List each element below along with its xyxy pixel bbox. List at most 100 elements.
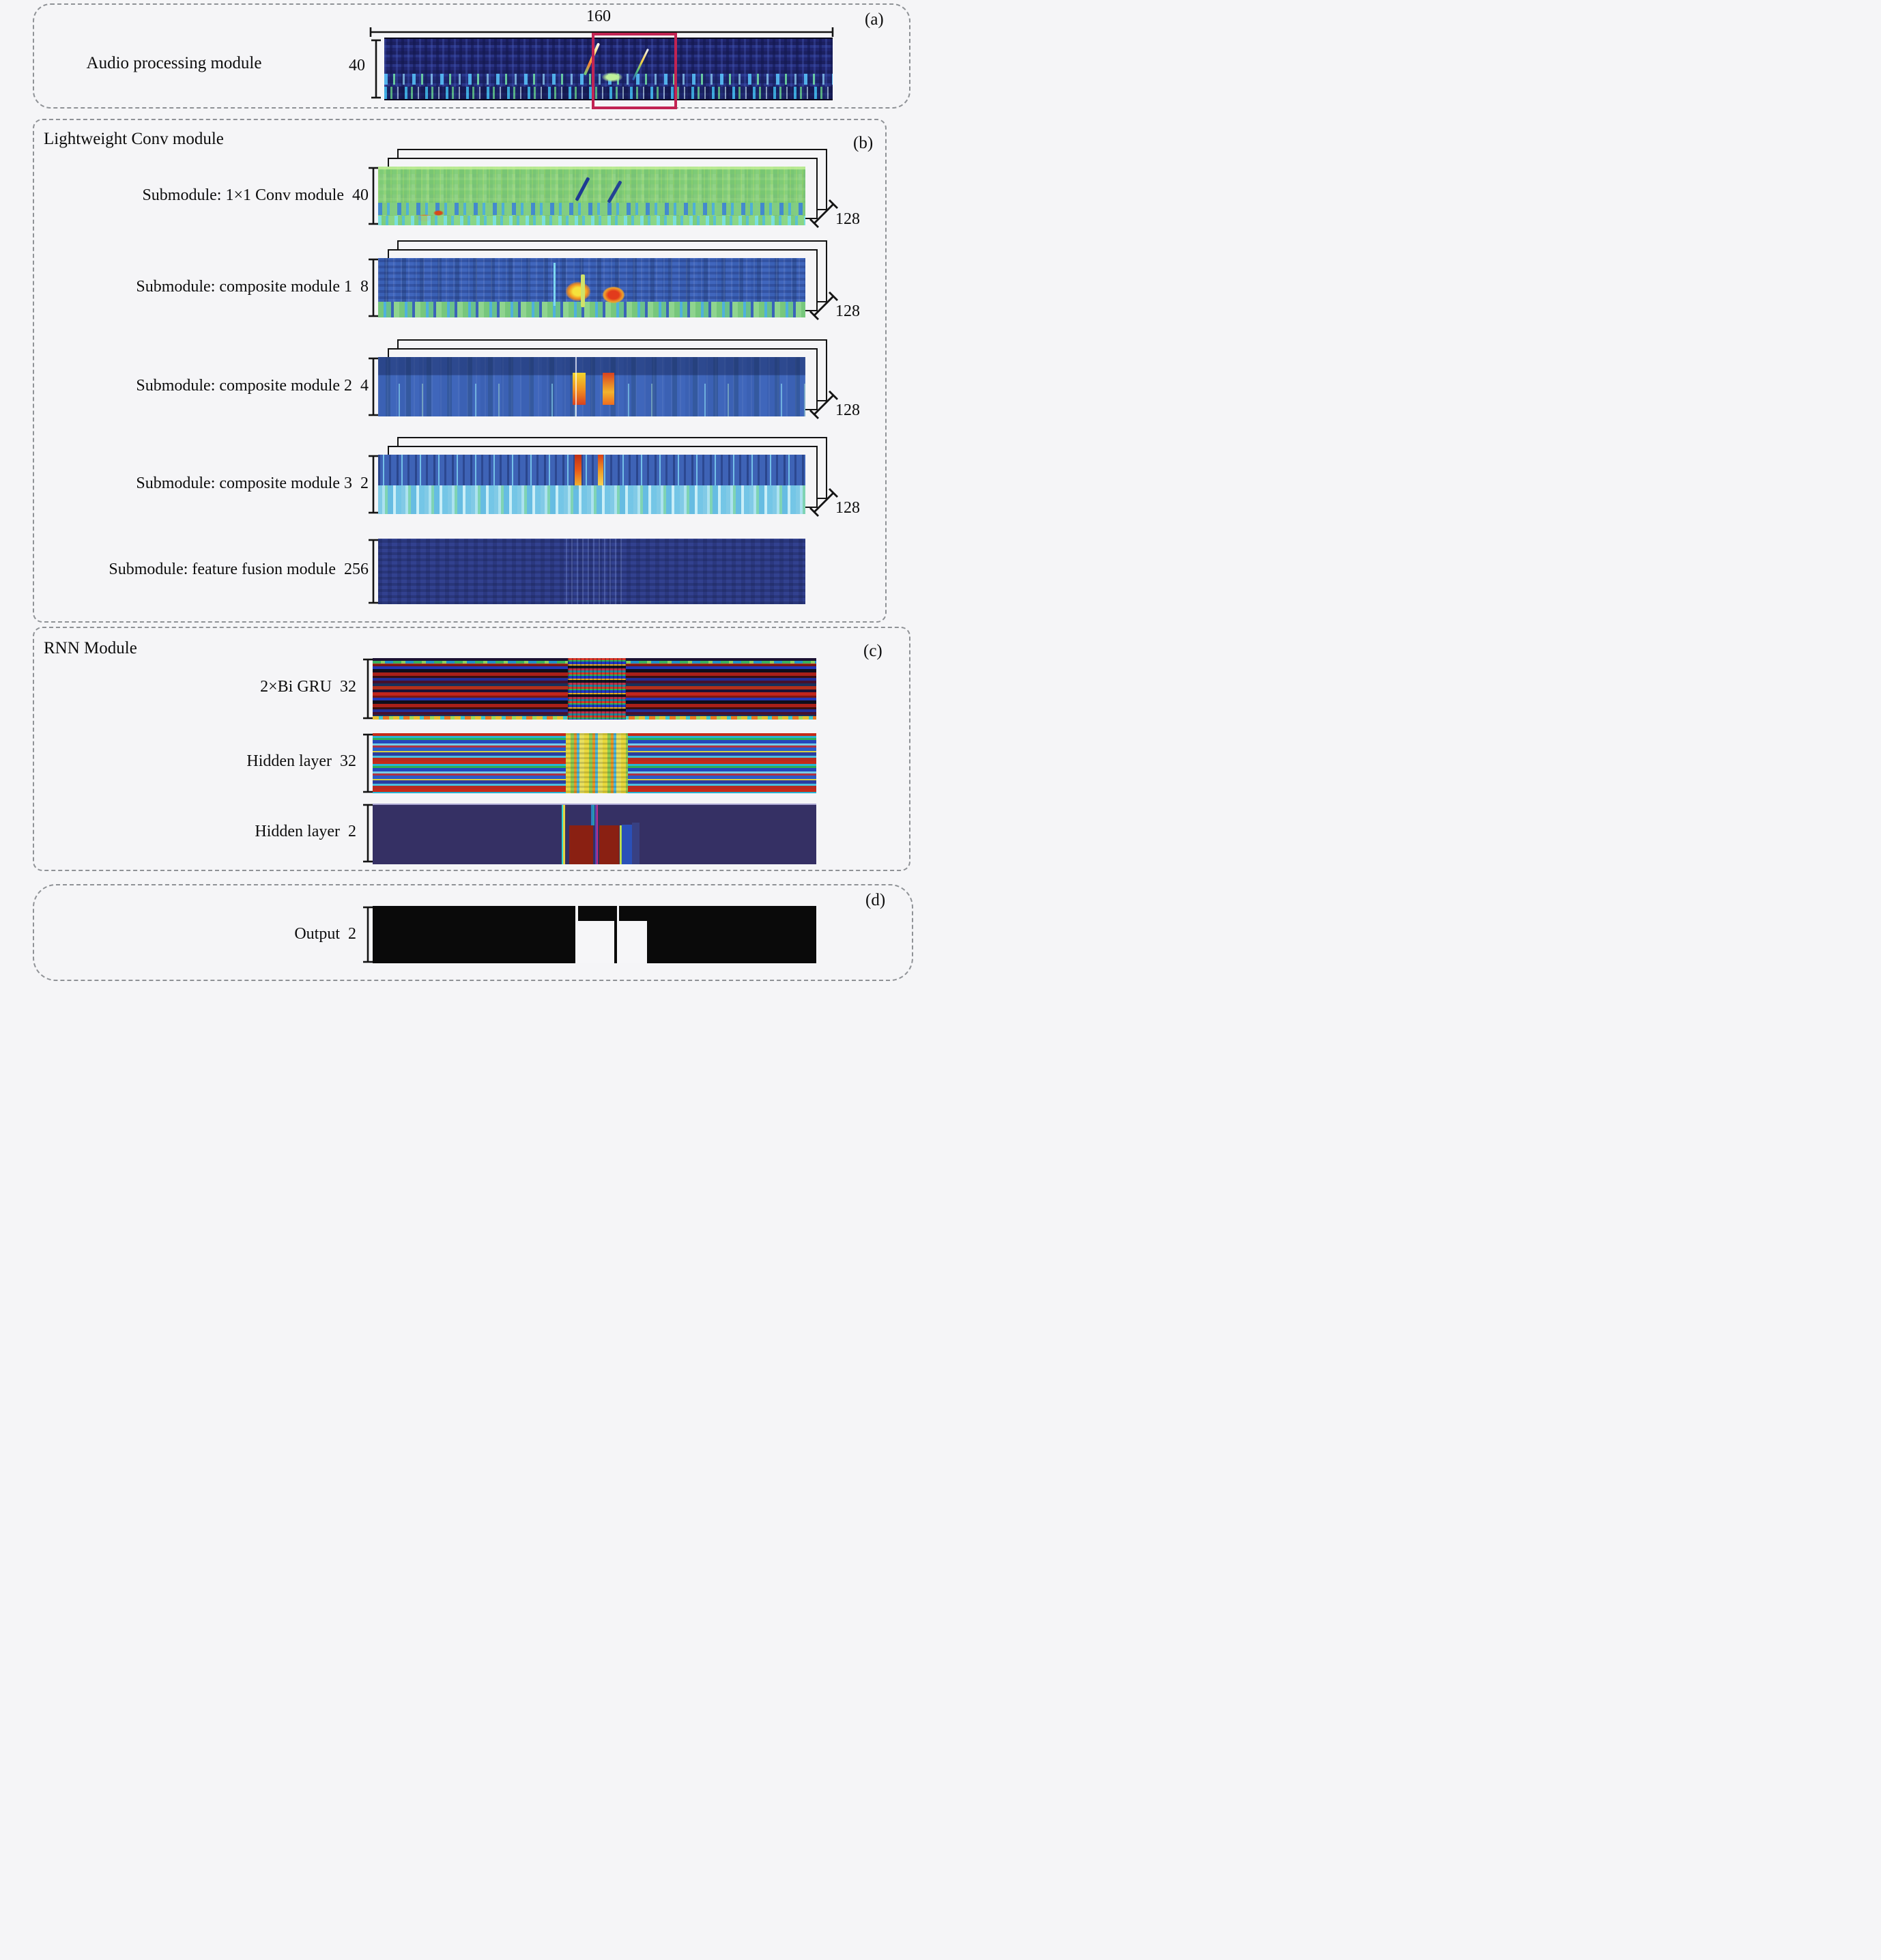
hot-column [574, 455, 581, 489]
hot-column [602, 372, 614, 406]
event-block [621, 824, 633, 864]
lightweight-conv-title: Lightweight Conv module [44, 130, 224, 148]
event-disruption-column [568, 658, 626, 720]
layer-label: Hidden layer [255, 823, 340, 840]
depth-128-label: 128 [835, 302, 860, 320]
panel-d-tag: (d) [865, 891, 886, 909]
height-bracket [363, 658, 373, 720]
composite2-feature-map [378, 357, 805, 416]
hot-spot [566, 281, 591, 301]
event-line [590, 805, 594, 826]
event-block [599, 825, 620, 864]
submodule-caption: Submodule: composite module 3 2 [34, 474, 369, 493]
event-disruption-column [565, 733, 628, 793]
height-bracket [369, 167, 378, 225]
submodule-label: Submodule: composite module 3 [136, 474, 352, 492]
output-divider-line [614, 906, 617, 963]
height-bracket [369, 455, 378, 514]
layer-caption: 2×Bi GRU 32 [34, 678, 356, 696]
output-event-region [619, 920, 647, 963]
hot-spot [433, 210, 444, 216]
panel-a-tag: (a) [865, 10, 884, 29]
event-highlight-box [592, 33, 677, 109]
layer-caption: Hidden layer 32 [34, 752, 356, 771]
architecture-figure: (a) Audio processing module 160 40 (b) L… [0, 0, 941, 984]
submodule-height: 40 [352, 186, 369, 204]
output-height: 2 [348, 925, 356, 943]
depth-tick [809, 488, 838, 517]
output-detection-strip [373, 906, 816, 963]
panel-c-tag: (c) [863, 642, 882, 660]
rnn-module-title: RNN Module [44, 639, 137, 657]
width-160-label: 160 [586, 8, 611, 25]
layer-height: 32 [340, 752, 356, 770]
output-label: Output [294, 925, 340, 943]
depth-tick [809, 199, 838, 228]
output-caption: Output 2 [34, 925, 356, 943]
depth-128-label: 128 [835, 401, 860, 419]
panel-b-tag: (b) [853, 134, 874, 152]
height-bracket [369, 539, 378, 604]
height-40-label: 40 [349, 57, 365, 74]
height-bracket [363, 733, 373, 793]
depth-tick [809, 292, 838, 320]
event-block [569, 825, 594, 864]
conv1x1-feature-map [378, 167, 805, 225]
event-block [632, 823, 640, 864]
submodule-label: Submodule: 1×1 Conv module [142, 186, 344, 204]
submodule-caption: Submodule: composite module 1 8 [34, 278, 369, 296]
layer-label: 2×Bi GRU [260, 678, 332, 696]
hot-spot [602, 286, 624, 303]
height-bracket [363, 906, 373, 963]
event-line [620, 825, 623, 864]
bright-line [575, 357, 577, 416]
submodule-caption: Submodule: composite module 2 4 [34, 377, 369, 395]
width-160-bracket [369, 27, 834, 37]
event-line [561, 805, 564, 864]
composite1-feature-map [378, 258, 805, 317]
submodule-caption: Submodule: feature fusion module 256 [34, 560, 369, 579]
spectrogram-energy-blob [601, 72, 622, 83]
submodule-label: Submodule: composite module 2 [136, 377, 352, 395]
input-spectrogram-heatmap [384, 38, 833, 100]
output-event-region [577, 920, 614, 963]
panel-output: (d) Output 2 [33, 884, 913, 981]
chirp-shadow-streak [575, 176, 590, 201]
submodule-caption: Submodule: 1×1 Conv module 40 [34, 186, 369, 205]
submodule-height: 2 [360, 474, 369, 492]
chirp-shadow-streak [607, 180, 622, 203]
layer-height: 32 [340, 678, 356, 696]
submodule-height: 256 [344, 560, 369, 578]
depth-128-label: 128 [835, 499, 860, 517]
output-gap [616, 906, 620, 963]
bigru-activation-map [373, 658, 816, 720]
event-line [562, 805, 565, 864]
hidden-layer-map [373, 733, 816, 793]
height-bracket [363, 804, 373, 863]
layer-caption: Hidden layer 2 [34, 823, 356, 841]
feature-fusion-map [378, 539, 805, 604]
hidden-layer-output-map [373, 804, 816, 864]
height-40-bracket [371, 39, 381, 99]
depth-tick [809, 390, 838, 419]
panel-audio-processing: (a) Audio processing module 160 40 [33, 3, 910, 109]
height-bracket [369, 357, 378, 416]
submodule-height: 4 [360, 377, 369, 395]
hot-streak [581, 274, 586, 308]
height-bracket [369, 258, 378, 317]
hot-spot [416, 214, 433, 222]
submodule-label: Submodule: feature fusion module [109, 560, 336, 578]
cold-streak [553, 262, 556, 306]
audio-processing-module-label: Audio processing module [86, 54, 262, 72]
hot-column [572, 372, 586, 406]
output-gap [575, 906, 578, 963]
composite3-feature-map [378, 455, 805, 514]
submodule-label: Submodule: composite module 1 [136, 278, 352, 296]
panel-lightweight-conv: (b) Lightweight Conv module Submodule: 1… [33, 119, 887, 623]
event-line [595, 805, 599, 864]
depth-128-label: 128 [835, 210, 860, 228]
layer-label: Hidden layer [246, 752, 332, 770]
submodule-height: 8 [360, 278, 369, 296]
hot-column [598, 455, 604, 489]
panel-rnn-module: (c) RNN Module 2×Bi GRU 32 Hidden layer … [33, 627, 910, 871]
